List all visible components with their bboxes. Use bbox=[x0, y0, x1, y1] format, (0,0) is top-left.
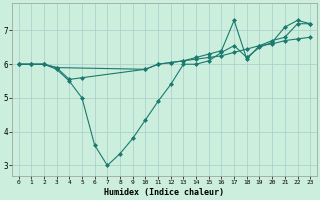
X-axis label: Humidex (Indice chaleur): Humidex (Indice chaleur) bbox=[104, 188, 224, 197]
